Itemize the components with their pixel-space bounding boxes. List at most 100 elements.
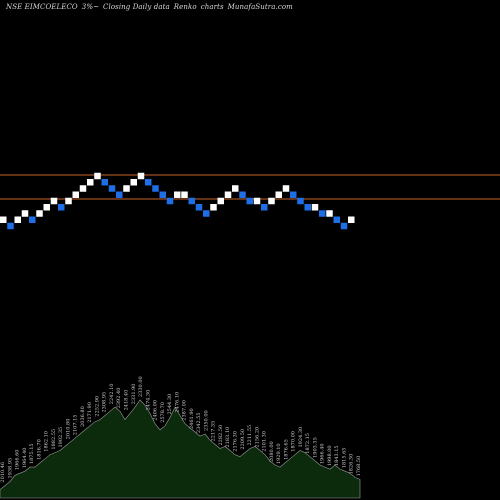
renko-brick-up [224, 191, 232, 198]
renko-brick-down [319, 210, 326, 217]
volume-price-label: 1816.70 [36, 439, 42, 460]
renko-brick-up [21, 210, 29, 217]
renko-brick-down [159, 191, 166, 198]
volume-price-label: 1998.00 [327, 445, 333, 466]
renko-brick-up [232, 185, 239, 192]
chart-kind-label: Renko [173, 3, 197, 11]
renko-brick-down [116, 191, 123, 198]
volume-price-label: 2578.70 [160, 402, 166, 423]
chart-label: Closing Daily data [103, 3, 170, 11]
volume-price-label: 2418.40 [124, 390, 130, 411]
volume-price-label: 2036.80 [80, 406, 86, 427]
renko-brick-up [14, 216, 21, 223]
renko-bricks [0, 172, 355, 230]
volume-price-label: 2544.30 [167, 394, 173, 415]
volume-price-label: 2476.10 [174, 392, 180, 413]
renko-brick-down [195, 204, 203, 211]
renko-brick-up [181, 191, 188, 198]
volume-price-label: 2156.20 [254, 427, 260, 448]
volume-price-label: 2080.00 [269, 441, 275, 462]
renko-brick-up [50, 197, 58, 205]
volume-price-label: 2252.90 [94, 396, 100, 417]
symbol-label: NSE EIMCOELECO [6, 3, 78, 11]
volume-price-label: 2406.00 [153, 400, 159, 421]
renko-brick-up [326, 210, 333, 217]
renko-brick-down [29, 216, 36, 223]
volume-price-label: 1902.35 [58, 427, 64, 448]
volume-price-label: 1872.15 [305, 433, 311, 454]
site-label: MunafaSutra.com [227, 3, 293, 11]
renko-brick-up [275, 191, 282, 198]
renko-brick-down [340, 222, 348, 230]
renko-brick-up [282, 185, 290, 192]
renko-brick-down [304, 204, 311, 211]
volume-price-label: 2010.46 [0, 462, 6, 483]
volume-price-label: 2107.15 [73, 415, 79, 436]
renko-brick-down [188, 197, 195, 205]
volume-price-label: 2183.10 [225, 427, 231, 448]
renko-brick-up [87, 179, 94, 186]
renko-brick-down [297, 197, 304, 205]
renko-brick-up [72, 191, 79, 198]
volume-price-label: 1862.10 [44, 431, 50, 452]
volume-price-label: 1875.15 [29, 443, 35, 464]
volume-area [0, 399, 361, 499]
volume-price-label: 2217.35 [211, 421, 217, 442]
volume-price-label: 2308.95 [102, 392, 108, 413]
volume-price-label: 1966.40 [320, 443, 326, 464]
renko-brick-up [217, 197, 224, 205]
volume-price-label: 1870.00 [291, 431, 297, 452]
renko-brick-up [36, 210, 43, 217]
renko-brick-down [166, 197, 174, 205]
renko-brick-down [239, 191, 246, 198]
volume-price-label: 1768.50 [356, 456, 362, 477]
renko-brick-up [137, 172, 145, 180]
renko-brick-down [108, 185, 116, 192]
renko-brick-up [94, 172, 101, 180]
volume-price-label: 2330.00 [138, 376, 144, 397]
volume-price-label: 2461.90 [189, 408, 195, 429]
renko-brick-down [246, 197, 253, 205]
volume-price-label: 2331.90 [131, 384, 137, 405]
volume-area-path [0, 399, 361, 499]
renko-brick-up [79, 185, 87, 192]
renko-brick-down [333, 216, 340, 223]
renko-brick-up [268, 197, 275, 205]
volume-price-label: 2171.90 [87, 402, 93, 423]
volume-price-label: 2209.50 [240, 429, 246, 450]
renko-brick-up [123, 185, 130, 192]
volume-price-label: 1903.35 [312, 437, 318, 458]
volume-price-label: 2474.30 [145, 390, 151, 411]
renko-brick-up [311, 204, 319, 211]
renko-brick-down [58, 204, 65, 211]
renko-brick-down [145, 179, 152, 186]
chart-word-label: charts [200, 3, 224, 11]
volume-price-label: 1964.40 [22, 448, 28, 469]
volume-price-label: 2211.55 [247, 425, 253, 446]
chart-header: NSE EIMCOELECO 3%~ Closing Daily data Renko… [6, 3, 297, 11]
volume-price-label: 2010.80 [65, 419, 71, 440]
volume-price-label: 2176.30 [233, 431, 239, 452]
volume-price-label: 1843.15 [334, 445, 340, 466]
volume-price-label: 1929.10 [276, 443, 282, 464]
volume-price-label: 2242.10 [109, 384, 115, 405]
volume-price-label: 1815.65 [342, 448, 348, 469]
renko-brick-up [65, 197, 72, 205]
renko-brick-up [43, 204, 50, 211]
volume-price-label: 2282.50 [218, 425, 224, 446]
renko-brick-down [152, 185, 159, 192]
volume-labels: 2010.46 1938.95 1966.60 1964.40 1875.15 1816.… [0, 376, 362, 482]
renko-brick-down [203, 210, 210, 217]
volume-price-label: 2342.55 [196, 412, 202, 433]
renko-brick-down [261, 204, 268, 211]
volume-price-label: 2350.00 [203, 410, 209, 431]
renko-brick-up [348, 216, 355, 223]
renko-brick-up [174, 191, 181, 198]
volume-price-label: 1938.95 [7, 458, 13, 479]
volume-price-label: 1966.60 [15, 450, 21, 471]
renko-brick-up [0, 216, 7, 223]
renko-brick-up [253, 197, 261, 205]
renko-brick-down [101, 179, 108, 186]
volume-price-label: 1924.30 [298, 427, 304, 448]
